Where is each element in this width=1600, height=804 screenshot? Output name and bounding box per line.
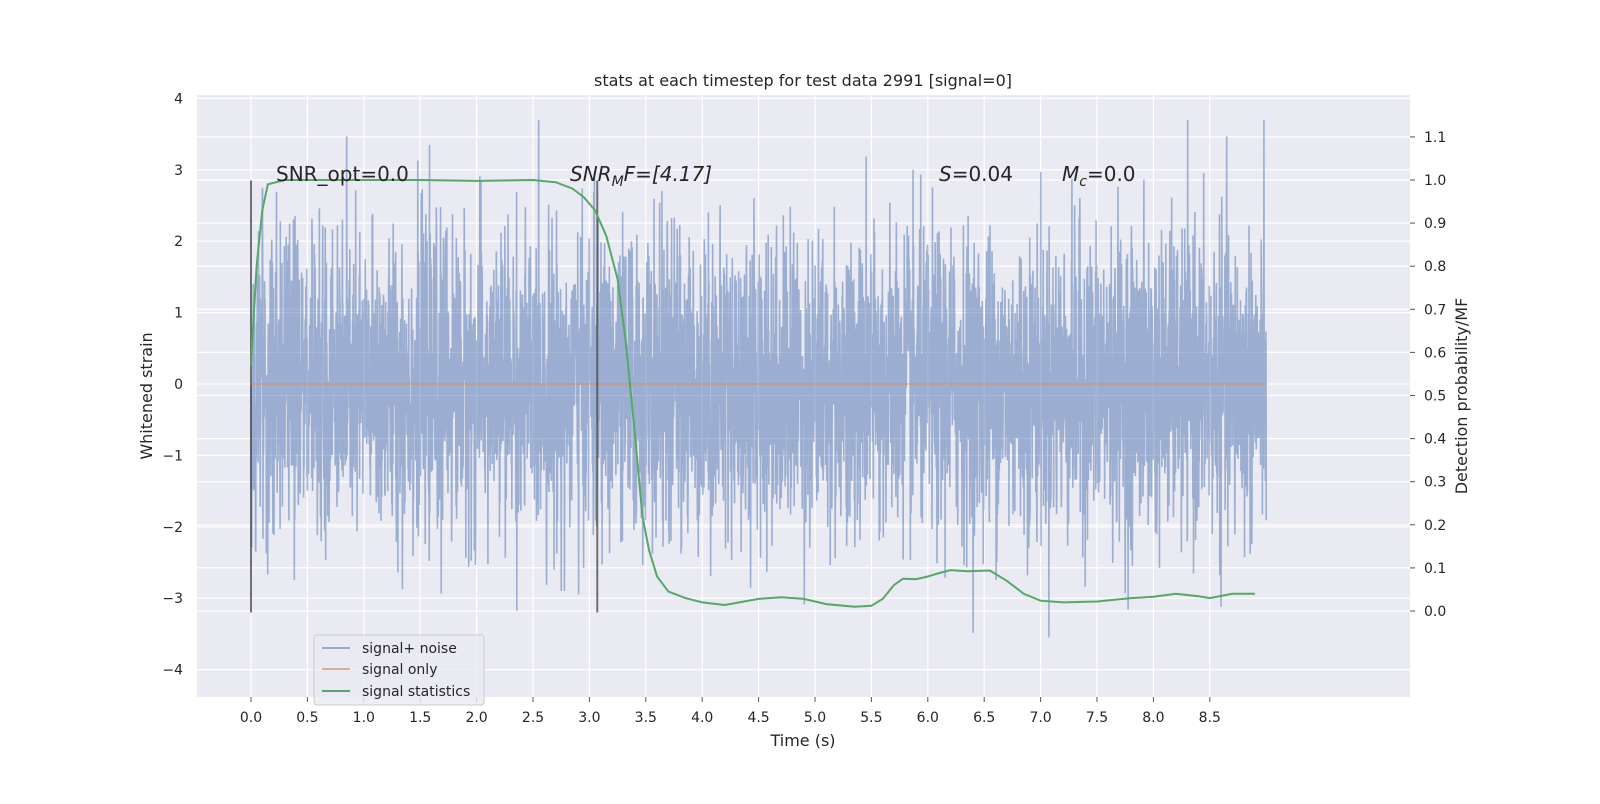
mc-sub: c (1079, 174, 1087, 190)
y-right-tick-label: 1.0 (1424, 173, 1446, 189)
y-tick-label: 1 (174, 306, 183, 322)
x-tick-label: 7.0 (1029, 710, 1051, 726)
y-tick-label: −2 (162, 520, 183, 536)
legend-box (313, 634, 485, 706)
legend-label-signal-statistics: signal statistics (362, 684, 470, 700)
annotation-snr-mf: SNRMF=[4.17] (570, 162, 712, 190)
x-tick-label: 3.5 (635, 710, 657, 726)
x-tick-label: 1.0 (353, 710, 375, 726)
y-tick-label: 2 (174, 234, 183, 250)
vertical-markers (250, 180, 599, 613)
x-tick-label: 5.0 (804, 710, 826, 726)
x-tick-labels: 0.0 0.5 1.0 1.5 2.0 2.5 3.0 3.5 4.0 4.5 5.0 5.5 6.0 6… (240, 710, 1221, 726)
x-tick-label: 4.0 (691, 710, 713, 726)
y-tick-label: 4 (174, 91, 183, 107)
y-tick-label: 0 (174, 377, 183, 393)
annotation-mc: Mc=0.0 (1062, 162, 1136, 190)
y-tick-label: −3 (162, 591, 183, 607)
x-tick-label: 6.5 (973, 710, 995, 726)
y-right-tick-label: 0.8 (1424, 259, 1446, 275)
y-right-tick-label: 0.6 (1424, 345, 1446, 361)
y-right-tick-label: 1.1 (1424, 130, 1446, 146)
legend-label-signal-only: signal only (362, 662, 437, 678)
x-tick-label: 0.5 (296, 710, 318, 726)
y-right-tick-label: 0.4 (1424, 432, 1446, 448)
x-tick-label: 2.0 (465, 710, 487, 726)
mc-label: M (1062, 162, 1079, 186)
y-tick-labels: −4 −3 −2 −1 0 1 2 3 4 (162, 91, 183, 678)
y-right-tick-label: 0.3 (1424, 475, 1446, 491)
x-tick-label: 3.0 (578, 710, 600, 726)
x-tick-label: 2.5 (522, 710, 544, 726)
annotation-snr-opt: SNR_opt=0.0 (276, 162, 409, 186)
y-right-tick-label: 0.0 (1424, 604, 1446, 620)
signal-noise-line (250, 119, 1267, 638)
s-value: =0.04 (952, 162, 1013, 186)
x-tick-label: 5.5 (860, 710, 882, 726)
y-right-tick-label: 0.7 (1424, 302, 1446, 318)
y-right-tick-label: 0.5 (1424, 389, 1446, 405)
x-tick-label: 1.5 (409, 710, 431, 726)
y-tick-label: 3 (174, 163, 183, 179)
legend-label-signal-noise: signal+ noise (362, 641, 457, 657)
y-tick-label: −4 (162, 663, 183, 679)
y-right-tick-labels: 0.0 0.1 0.2 0.3 0.4 0.5 0.6 0.7 0.8 0.9 1.0 1.1 (1424, 130, 1446, 620)
x-tick-label: 8.5 (1199, 710, 1221, 726)
y-right-tick-label: 0.1 (1424, 561, 1446, 577)
snr-mf-rest: F=[4.17] (624, 162, 712, 186)
annotation-s: S=0.04 (939, 162, 1013, 186)
y-right-axis-label: Detection probability/MF (1452, 298, 1471, 495)
y-right-tick-label: 0.9 (1424, 216, 1446, 232)
s-label: S (939, 162, 952, 186)
x-axis-label: Time (s) (769, 731, 835, 750)
series-signal-statistics (250, 178, 1255, 608)
y-tick-label: −1 (162, 448, 183, 464)
x-tick-label: 8.0 (1142, 710, 1164, 726)
x-tick-label: 0.0 (240, 710, 262, 726)
series-signal-noise (250, 119, 1267, 638)
chart-title: stats at each timestep for test data 299… (594, 71, 1012, 90)
x-tick-label: 4.5 (747, 710, 769, 726)
snr-mf-sub: M (612, 174, 624, 190)
x-tick-label: 6.0 (917, 710, 939, 726)
x-tick-label: 7.5 (1086, 710, 1108, 726)
mc-value: =0.0 (1087, 162, 1136, 186)
legend: signal+ noise signal only signal statist… (313, 634, 485, 706)
y-axis-label: Whitened strain (137, 332, 156, 459)
snr-mf-base: SNR (570, 162, 612, 186)
y-right-tick-label: 0.2 (1424, 518, 1446, 534)
